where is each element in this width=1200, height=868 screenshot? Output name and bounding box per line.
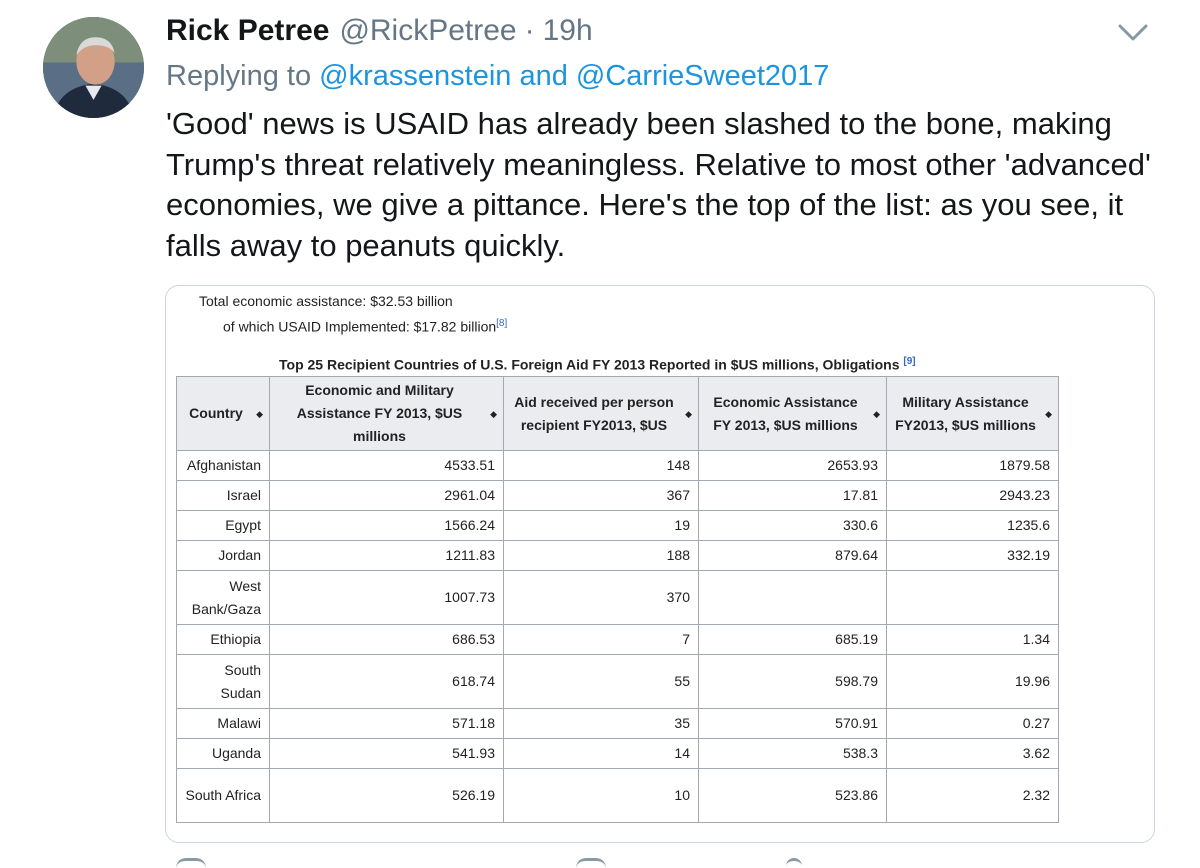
economic-cell: 685.19 — [698, 624, 887, 655]
military-cell: 19.96 — [886, 654, 1059, 709]
economic-cell — [698, 570, 887, 625]
like-icon[interactable] — [786, 858, 802, 868]
military-cell: 332.19 — [886, 540, 1059, 571]
per-person-cell: 10 — [503, 768, 699, 823]
tweet-time[interactable]: 19h — [542, 14, 593, 47]
total-cell: 4533.51 — [269, 450, 504, 481]
total-assistance-line: Total economic assistance: $32.53 billio… — [199, 293, 453, 309]
economic-cell: 523.86 — [698, 768, 887, 823]
aid-table: Country ◆ Economic and Military Assistanc… — [176, 376, 1059, 823]
table-header-row: Country ◆ Economic and Military Assistanc… — [176, 376, 1059, 451]
sort-icon: ◆ — [685, 408, 692, 419]
table-row: Egypt 1566.24 19 330.6 1235.6 — [176, 510, 1059, 541]
military-cell: 1879.58 — [886, 450, 1059, 481]
total-cell: 686.53 — [269, 624, 504, 655]
reply-context: Replying to @krassenstein and @CarrieSwe… — [166, 60, 829, 93]
military-cell: 2.32 — [886, 768, 1059, 823]
per-person-cell: 148 — [503, 450, 699, 481]
attached-image[interactable]: Total economic assistance: $32.53 billio… — [165, 285, 1155, 843]
economic-cell: 538.3 — [698, 738, 887, 769]
reply-and[interactable]: and — [511, 60, 576, 92]
mention-link-carriesweet[interactable]: @CarrieSweet2017 — [575, 60, 830, 92]
economic-cell: 570.91 — [698, 708, 887, 739]
total-cell: 1007.73 — [269, 570, 504, 625]
sort-icon: ◆ — [490, 408, 497, 419]
per-person-cell: 55 — [503, 654, 699, 709]
military-cell: 2943.23 — [886, 480, 1059, 511]
table-row: Israel 2961.04 367 17.81 2943.23 — [176, 480, 1059, 511]
table-row: West Bank/Gaza 1007.73 370 — [176, 570, 1059, 625]
retweet-icon[interactable] — [576, 858, 606, 868]
total-cell: 1211.83 — [269, 540, 504, 571]
table-row: Uganda 541.93 14 538.3 3.62 — [176, 738, 1059, 769]
sort-icon: ◆ — [873, 408, 880, 419]
table-caption: Top 25 Recipient Countries of U.S. Forei… — [279, 356, 916, 373]
military-cell: 3.62 — [886, 738, 1059, 769]
economic-cell: 330.6 — [698, 510, 887, 541]
per-person-cell: 367 — [503, 480, 699, 511]
military-cell — [886, 570, 1059, 625]
economic-cell: 598.79 — [698, 654, 887, 709]
per-person-cell: 7 — [503, 624, 699, 655]
per-person-cell: 19 — [503, 510, 699, 541]
total-cell: 541.93 — [269, 738, 504, 769]
avatar[interactable] — [43, 17, 144, 118]
country-cell: Afghanistan — [176, 450, 270, 481]
per-person-cell: 14 — [503, 738, 699, 769]
separator-dot: · — [524, 14, 535, 47]
military-cell: 1235.6 — [886, 510, 1059, 541]
military-cell: 0.27 — [886, 708, 1059, 739]
country-cell: Uganda — [176, 738, 270, 769]
country-cell: South Africa — [176, 768, 270, 823]
tweet-header: Rick Petree @RickPetree · 19h — [166, 14, 593, 48]
sort-icon: ◆ — [1045, 408, 1052, 419]
country-cell: West Bank/Gaza — [176, 570, 270, 625]
usaid-text: of which USAID Implemented: $17.82 billi… — [223, 318, 497, 335]
country-cell: Malawi — [176, 708, 270, 739]
caption-ref: [9] — [903, 356, 916, 367]
total-cell: 1566.24 — [269, 510, 504, 541]
table-row: Ethiopia 686.53 7 685.19 1.34 — [176, 624, 1059, 655]
column-header-military[interactable]: Military Assistance FY2013, $US millions… — [886, 376, 1059, 451]
per-person-cell: 188 — [503, 540, 699, 571]
country-cell: Egypt — [176, 510, 270, 541]
table-row: Jordan 1211.83 188 879.64 332.19 — [176, 540, 1059, 571]
country-cell: Jordan — [176, 540, 270, 571]
economic-cell: 17.81 — [698, 480, 887, 511]
author-name[interactable]: Rick Petree — [166, 14, 330, 47]
usaid-ref: [8] — [496, 318, 508, 329]
table-row: Afghanistan 4533.51 148 2653.93 1879.58 — [176, 450, 1059, 481]
reply-prefix: Replying to — [166, 60, 320, 92]
mention-link-krassenstein[interactable]: @krassenstein — [319, 60, 512, 92]
military-cell: 1.34 — [886, 624, 1059, 655]
column-header-economic[interactable]: Economic Assistance FY 2013, $US million… — [698, 376, 887, 451]
column-header-country[interactable]: Country ◆ — [176, 376, 270, 451]
country-cell: Israel — [176, 480, 270, 511]
sort-icon: ◆ — [256, 408, 263, 419]
usaid-line: of which USAID Implemented: $17.82 billi… — [223, 318, 507, 335]
tweet-actions — [166, 858, 966, 868]
caption-text: Top 25 Recipient Countries of U.S. Forei… — [279, 356, 900, 373]
table-row: South Africa 526.19 10 523.86 2.32 — [176, 768, 1059, 823]
economic-cell: 879.64 — [698, 540, 887, 571]
per-person-cell: 35 — [503, 708, 699, 739]
chevron-down-icon[interactable] — [1116, 20, 1150, 44]
column-header-per-person[interactable]: Aid received per person recipient FY2013… — [503, 376, 699, 451]
tweet-text: 'Good' news is USAID has already been sl… — [166, 106, 1151, 263]
total-cell: 526.19 — [269, 768, 504, 823]
country-cell: South Sudan — [176, 654, 270, 709]
per-person-cell: 370 — [503, 570, 699, 625]
table-row: Malawi 571.18 35 570.91 0.27 — [176, 708, 1059, 739]
table-row: South Sudan 618.74 55 598.79 19.96 — [176, 654, 1059, 709]
total-cell: 571.18 — [269, 708, 504, 739]
reply-icon[interactable] — [176, 858, 206, 868]
country-cell: Ethiopia — [176, 624, 270, 655]
column-header-total[interactable]: Economic and Military Assistance FY 2013… — [269, 376, 504, 451]
economic-cell: 2653.93 — [698, 450, 887, 481]
profile-photo-icon — [43, 17, 144, 118]
total-cell: 2961.04 — [269, 480, 504, 511]
author-handle[interactable]: @RickPetree — [339, 14, 517, 47]
total-cell: 618.74 — [269, 654, 504, 709]
